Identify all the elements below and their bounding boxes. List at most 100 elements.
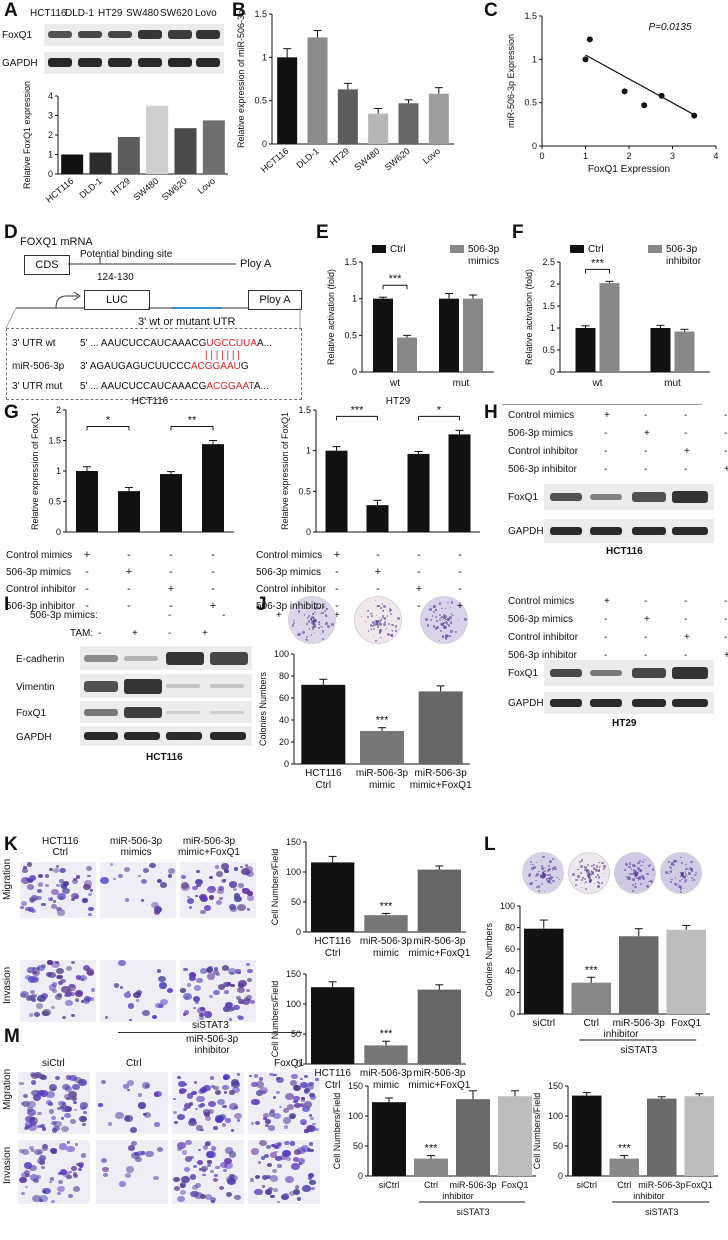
y-tick-label: 2 bbox=[48, 130, 53, 140]
bar bbox=[160, 474, 182, 532]
bar bbox=[428, 93, 449, 144]
treatment-sign: - bbox=[335, 566, 339, 578]
treatment-label: 506-3p mimics: bbox=[30, 610, 98, 621]
bar bbox=[684, 1096, 714, 1176]
treatment-sign: - bbox=[85, 600, 89, 612]
sign: + bbox=[132, 628, 138, 639]
x-tick-label: siCtrl bbox=[379, 1180, 400, 1190]
colony-dish bbox=[420, 596, 468, 644]
treatment-label: Control mimics bbox=[508, 596, 575, 607]
treatment-sign: + bbox=[604, 410, 610, 421]
treatment-label: Control inhibitor bbox=[6, 584, 77, 595]
micrograph bbox=[100, 960, 176, 1022]
treatment-sign: + bbox=[457, 600, 463, 612]
x-tick-label: Ctrl bbox=[325, 1080, 341, 1091]
colony-dish bbox=[614, 852, 656, 894]
treatment-sign: - bbox=[211, 549, 215, 561]
treatment-sign: - bbox=[335, 600, 339, 612]
colony-dish bbox=[568, 852, 610, 894]
panel-label-k: K bbox=[4, 834, 18, 855]
treatment-sign: + bbox=[416, 583, 422, 595]
y-tick-label: 20 bbox=[279, 737, 289, 747]
x-tick-label: SW620 bbox=[383, 146, 412, 173]
x-tick-label: mut bbox=[664, 378, 681, 389]
bar bbox=[311, 862, 355, 932]
y-tick-label: 100 bbox=[548, 1111, 563, 1121]
treatment-sign: - bbox=[85, 583, 89, 595]
treatment-sign: - bbox=[724, 596, 728, 607]
treatment-sign: + bbox=[210, 600, 216, 612]
y-tick-label: 1 bbox=[56, 466, 61, 476]
treatment-sign: - bbox=[417, 600, 421, 612]
mrna-title: FOXQ1 mRNA bbox=[20, 236, 93, 248]
bar bbox=[666, 929, 706, 1014]
y-tick-label: 0 bbox=[306, 527, 311, 537]
x-tick-label: wt bbox=[592, 378, 603, 389]
site-label: Potential binding site bbox=[80, 249, 173, 260]
x-tick-label: Ctrl bbox=[424, 1180, 438, 1190]
treatment-sign: - bbox=[604, 428, 608, 439]
treatment-label: 506-3p inhibitor bbox=[6, 601, 76, 612]
x-tick-label: HCT116 bbox=[305, 768, 342, 779]
treatment-sign: - bbox=[684, 464, 688, 475]
x-tick-label: wt bbox=[389, 378, 400, 389]
x-tick-label: Ctrl bbox=[316, 780, 332, 791]
y-axis-label: Relative FoxQ1 expression bbox=[22, 81, 32, 189]
blot-strip bbox=[544, 660, 714, 686]
bar bbox=[368, 113, 389, 144]
panel-label-m: M bbox=[4, 1026, 20, 1047]
treatment-sign: - bbox=[169, 549, 173, 561]
bar bbox=[599, 283, 620, 372]
seq-row-label: 3' UTR wt bbox=[12, 338, 56, 349]
x-tick-label: siCtrl bbox=[577, 1180, 598, 1190]
y-tick-label: 1.5 bbox=[344, 257, 357, 267]
panel-label-g: G bbox=[4, 402, 19, 423]
y-tick-label: 4 bbox=[48, 91, 53, 101]
y-tick-label: 0 bbox=[296, 1059, 301, 1069]
micrograph bbox=[20, 862, 96, 918]
site-position: 124-130 bbox=[97, 272, 134, 283]
bar bbox=[277, 57, 298, 145]
legend-swatch bbox=[648, 245, 662, 253]
y-tick-label: 0 bbox=[352, 367, 357, 377]
y-tick-label: 60 bbox=[505, 944, 515, 954]
y-tick-label: 100 bbox=[500, 901, 515, 911]
y-tick-label: 100 bbox=[348, 1111, 363, 1121]
treatment-label: Control mimics bbox=[508, 410, 575, 421]
y-tick-label: 50 bbox=[353, 1141, 363, 1151]
x-tick-label: miR-506-3p bbox=[415, 768, 468, 779]
significance-label: * bbox=[437, 404, 442, 416]
treatment-sign: + bbox=[126, 566, 132, 578]
treatment-sign: + bbox=[684, 632, 690, 643]
y-axis-label: Colonies Numbers bbox=[258, 671, 268, 746]
x-tick-label: SW620 bbox=[160, 176, 189, 203]
treatment-label: 506-3p mimics bbox=[508, 614, 574, 625]
significance-label: ** bbox=[188, 415, 197, 427]
panel-label-d: D bbox=[4, 222, 18, 243]
treatment-sign: - bbox=[335, 583, 339, 595]
seq-row-label: 3' UTR mut bbox=[12, 381, 63, 392]
significance-label: *** bbox=[376, 715, 390, 727]
treatment-sign: - bbox=[724, 410, 728, 421]
x-tick-label: miR-506-3p bbox=[360, 1068, 413, 1079]
lane-label: DLD-1 bbox=[65, 8, 94, 19]
treatment-sign: - bbox=[724, 428, 728, 439]
treatment-sign: - bbox=[684, 614, 688, 625]
micrograph bbox=[248, 1072, 320, 1134]
legend-label: Ctrl bbox=[390, 244, 406, 255]
bar bbox=[448, 434, 471, 532]
y-tick-label: 20 bbox=[505, 987, 515, 997]
y-tick-label: 50 bbox=[291, 1029, 301, 1039]
significance-label: * bbox=[106, 415, 111, 427]
treatment-label: 506-3p mimics bbox=[508, 428, 574, 439]
y-axis-label: Cell Numbers/Field bbox=[332, 1093, 342, 1170]
treatment-sign: - bbox=[604, 464, 608, 475]
x-tick-label: inhibitor bbox=[603, 1029, 639, 1040]
y-tick-label: 50 bbox=[291, 897, 301, 907]
treatment-sign: - bbox=[644, 464, 648, 475]
bar bbox=[366, 505, 389, 532]
regression-line bbox=[585, 54, 695, 116]
bar bbox=[202, 120, 225, 174]
bar bbox=[146, 105, 169, 174]
y-tick-label: 0 bbox=[48, 169, 53, 179]
